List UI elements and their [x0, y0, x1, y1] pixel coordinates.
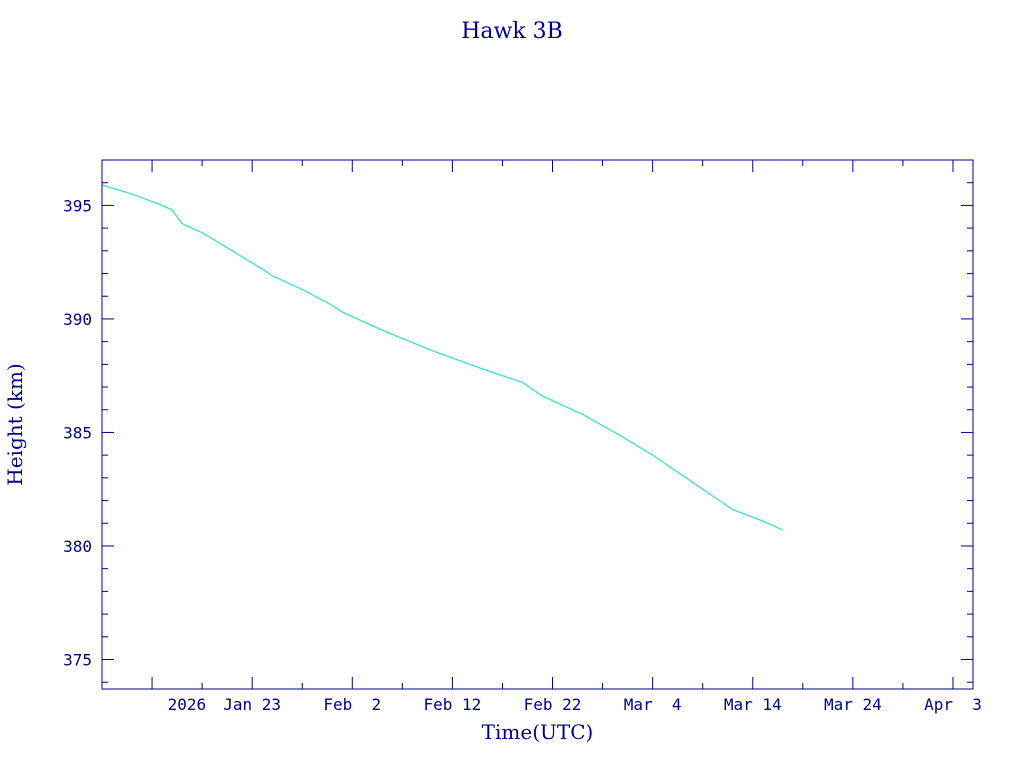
y-tick-label: 375 [63, 650, 92, 669]
chart-title: Hawk 3B [461, 19, 563, 44]
x-tick-label: Apr 3 [924, 695, 982, 714]
tick-labels-layer: 375 380 385 390 395 2026 Jan 23 Feb 2 Feb 12 Feb … [63, 196, 982, 714]
series-line [101, 184, 784, 531]
y-tick-label: 380 [63, 537, 92, 556]
y-axis-label: Height (km) [3, 363, 27, 485]
x-axis-label: Time(UTC) [482, 720, 594, 744]
y-tick-label: 385 [63, 423, 92, 442]
x-tick-label: Feb 2 [323, 695, 381, 714]
y-tick-label: 395 [63, 196, 92, 215]
x-tick-label: Mar 24 [824, 695, 882, 714]
x-tick-label: Feb 22 [524, 695, 582, 714]
y-tick-label: 390 [63, 310, 92, 329]
x-tick-label: Feb 12 [424, 695, 482, 714]
x-tick-label: Mar 14 [724, 695, 782, 714]
x-tick-label: Mar 4 [624, 695, 682, 714]
x-tick-label-year: 2026 [168, 695, 207, 714]
x-tick-label: Jan 23 [223, 695, 281, 714]
plot-frame [101, 159, 974, 690]
ticks-layer [102, 159, 973, 689]
